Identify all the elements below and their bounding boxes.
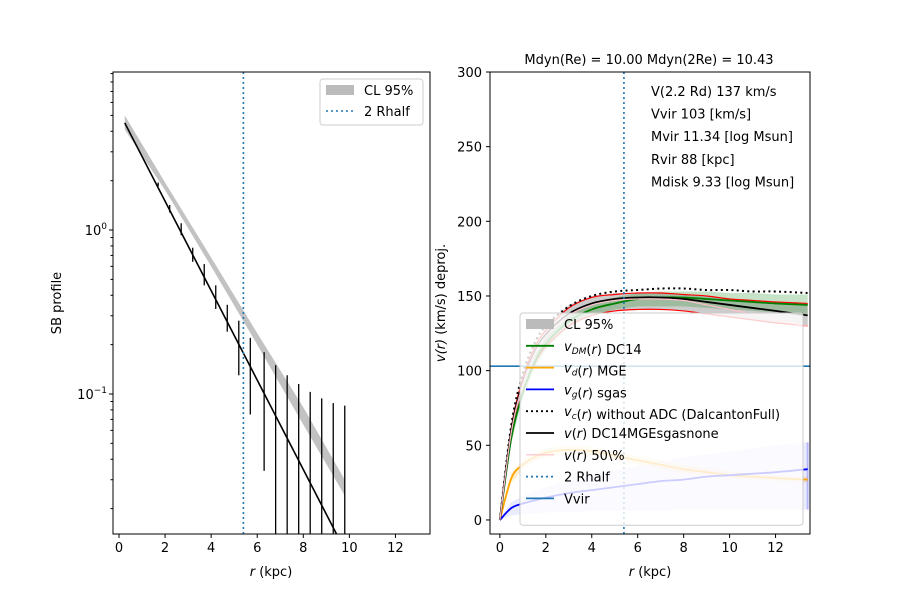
- rc-axes-frame: [489, 71, 811, 535]
- rc-legend: CL 95% vDM(r) DC14 vd(r) MGE vg(r) sgas vc(r…: [519, 312, 804, 526]
- rc-legend-label: Vvir: [564, 492, 590, 507]
- rc-x-tick-label: 12: [767, 541, 784, 556]
- sb-y-ticks: 100 10−1: [77, 73, 113, 510]
- rc-legend-label: CL 95%: [564, 318, 613, 333]
- rc-legend-label: vg(r) sgas: [564, 383, 627, 401]
- sb-plot-area: [124, 72, 346, 534]
- rc-y-tick-label: 200: [457, 215, 482, 230]
- rc-y-tick-label: 100: [457, 365, 482, 380]
- rc-x-tick-label: 6: [634, 541, 642, 556]
- sb-axes-frame: [112, 71, 431, 535]
- rc-annotations: V(2.2 Rd) 137 km/s Vvir 103 [km/s] Mvir 11…: [651, 85, 794, 190]
- legend-swatch-cl95: [326, 85, 354, 95]
- rc-x-tick-label: 4: [588, 541, 596, 556]
- rc-y-axis-label: v(r) (km/s) deproj.: [434, 244, 449, 362]
- rc-x-axis-label: r (kpc): [629, 565, 672, 580]
- sb-x-tick-label: 10: [341, 541, 358, 556]
- sb-cl95-band: [124, 115, 345, 496]
- sb-x-tick-label: 8: [299, 541, 307, 556]
- rc-x-tick-label: 10: [721, 541, 738, 556]
- rc-annotation: Mdisk 9.33 [log Msun]: [651, 175, 794, 190]
- rc-x-tick-label: 2: [542, 541, 550, 556]
- sb-y-tick-label: 10−1: [77, 386, 107, 403]
- sb-legend: CL 95% 2 Rhalf: [319, 78, 424, 126]
- sb-x-tick-label: 4: [207, 541, 215, 556]
- legend-label-2rhalf: 2 Rhalf: [364, 105, 410, 120]
- rc-y-tick-label: 50: [465, 439, 482, 454]
- rc-y-tick-label: 300: [457, 66, 482, 81]
- sb-profile-panel: 0 2 4 6 8 10 12 100 10−1 r (kpc) SB profile CL …: [50, 71, 431, 580]
- rc-annotation: Rvir 88 [kpc]: [651, 153, 735, 168]
- rc-legend-label: vDM(r) DC14: [564, 340, 642, 358]
- sb-model-line: [124, 122, 338, 534]
- rc-legend-label: v(r) 50\%: [564, 449, 625, 464]
- rc-y-ticks: 0 50 100 150 200 250 300: [457, 66, 490, 529]
- sb-x-tick-label: 6: [253, 541, 261, 556]
- sb-x-axis-label: r (kpc): [250, 565, 293, 580]
- sb-x-tick-label: 2: [161, 541, 169, 556]
- sb-y-axis-label: SB profile: [50, 272, 65, 334]
- rc-legend-swatch-patch: [526, 319, 554, 329]
- rotation-curve-panel: Mdyn(Re) = 10.00 Mdyn(2Re) = 10.43 0 2 4 6 8…: [434, 53, 811, 580]
- rc-x-ticks: 0 2 4 6 8 10 12: [496, 534, 784, 556]
- rc-x-tick-label: 0: [496, 541, 504, 556]
- sb-x-tick-label: 12: [387, 541, 404, 556]
- rc-legend-label: vc(r) without ADC (DalcantonFull): [564, 405, 780, 423]
- rc-title: Mdyn(Re) = 10.00 Mdyn(2Re) = 10.43: [524, 53, 773, 68]
- rc-y-tick-label: 150: [457, 290, 482, 305]
- rc-annotation: Mvir 11.34 [log Msun]: [651, 130, 793, 145]
- rc-y-tick-label: 250: [457, 141, 482, 156]
- rc-x-tick-label: 8: [680, 541, 688, 556]
- rc-annotation: Vvir 103 [km/s]: [651, 108, 751, 123]
- sb-clipped-group: [124, 72, 346, 534]
- sb-x-tick-label: 0: [115, 541, 123, 556]
- rc-annotation: V(2.2 Rd) 137 km/s: [651, 85, 777, 100]
- rc-legend-box: [519, 312, 804, 526]
- rc-legend-label: vd(r) MGE: [564, 362, 627, 380]
- rc-y-tick-label: 0: [474, 514, 482, 529]
- rc-legend-label: 2 Rhalf: [564, 471, 610, 486]
- sb-x-ticks: 0 2 4 6 8 10 12: [115, 534, 404, 556]
- sb-y-tick-label: 100: [85, 222, 108, 239]
- rc-legend-label: v(r) DC14MGEsgasnone: [564, 427, 719, 442]
- legend-label-cl95: CL 95%: [364, 84, 413, 99]
